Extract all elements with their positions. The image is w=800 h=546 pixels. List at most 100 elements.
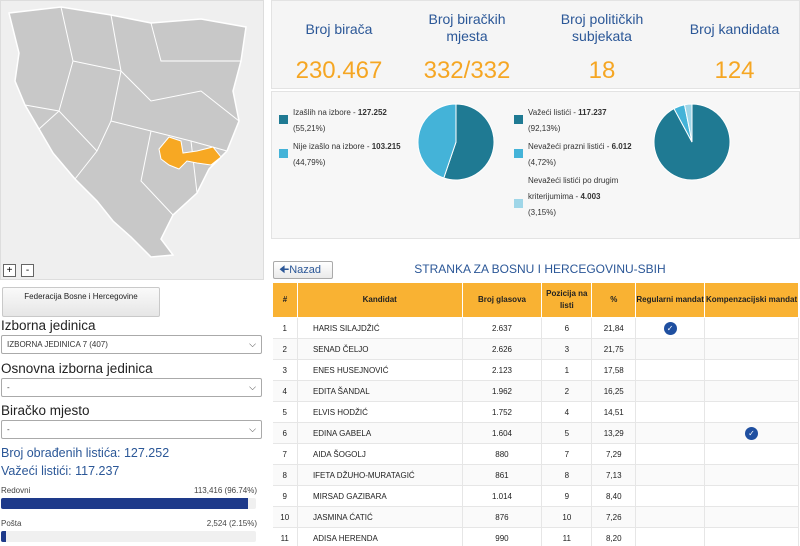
redovni-value: 113,416 (96.74%) <box>193 486 257 495</box>
row-name: ADISA HERENDA <box>297 527 463 546</box>
charts-panel: Izašlih na izbore - 127.252 (55,21%) Nije… <box>271 91 800 239</box>
posta-progress-fill <box>1 531 7 542</box>
osnovna-value: - <box>7 383 10 392</box>
zoom-in-button[interactable]: + <box>3 264 16 277</box>
col-pozicija[interactable]: Pozicija na listi <box>541 282 593 318</box>
vazeci-count: Važeći listići: 117.237 <box>1 464 120 478</box>
row-kompenzacijski <box>704 317 799 339</box>
table-row[interactable]: 6 EDINA GABELA 1.604 5 13,29 ✓ <box>272 422 799 444</box>
row-num: 3 <box>272 359 298 381</box>
table-row[interactable]: 3 ENES HUSEJNOVIĆ 2.123 1 17,58 <box>272 359 799 381</box>
row-name: ELVIS HODŽIĆ <box>297 401 463 423</box>
row-regularni <box>635 464 706 486</box>
back-label: Nazad <box>289 264 322 276</box>
table-row[interactable]: 5 ELVIS HODŽIĆ 1.752 4 14,51 <box>272 401 799 423</box>
row-regularni <box>635 485 706 507</box>
checkmark-icon: ✓ <box>663 321 677 335</box>
row-position: 6 <box>541 317 593 339</box>
izborna-jedinica-select[interactable]: IZBORNA JEDINICA 7 (407) ⌵ <box>1 335 262 354</box>
col-pct[interactable]: % <box>591 282 637 318</box>
posta-bar-label: Pošta 2,524 (2.15%) <box>1 519 262 528</box>
redovni-progress <box>1 498 256 509</box>
legend-pct: (3,15%) <box>528 208 557 217</box>
row-kompenzacijski <box>704 338 799 360</box>
chevron-down-icon: ⌵ <box>249 382 256 392</box>
table-row[interactable]: 11 ADISA HERENDA 990 11 8,20 <box>272 527 799 546</box>
country-shape <box>8 6 247 258</box>
col-regularni[interactable]: Regularni mandat <box>635 282 706 318</box>
stat-biracka-mjesta: Broj biračkih mjesta 332/332 <box>412 11 522 85</box>
chevron-down-icon: ⌵ <box>249 424 256 434</box>
row-regularni <box>635 359 706 381</box>
row-votes: 2.637 <box>462 317 543 339</box>
row-position: 5 <box>541 422 593 444</box>
row-num: 4 <box>272 380 298 402</box>
back-button[interactable]: 🠈Nazad <box>273 261 333 279</box>
row-position: 7 <box>541 443 593 465</box>
row-regularni: ✓ <box>635 317 706 339</box>
osnovna-izborna-jedinica-select[interactable]: - ⌵ <box>1 378 262 397</box>
table-row[interactable]: 9 MIRSAD GAZIBARA 1.014 9 8,40 <box>272 485 799 507</box>
map[interactable]: + - <box>0 0 264 280</box>
legend-swatch <box>514 115 523 124</box>
highlighted-region <box>158 136 222 170</box>
entity-button[interactable]: Federacija Bosne i Hercegovine <box>2 287 160 317</box>
left-panel: + - Federacija Bosne i Hercegovine Izbor… <box>0 0 265 546</box>
col-kompenzacijski[interactable]: Kompenzacijski mandat <box>704 282 799 318</box>
row-kompenzacijski <box>704 359 799 381</box>
biracko-mjesto-select[interactable]: - ⌵ <box>1 420 262 439</box>
row-name: HARIS SILAJDŽIĆ <box>297 317 463 339</box>
izborna-jedinica-label: Izborna jedinica <box>1 318 96 333</box>
row-position: 1 <box>541 359 593 381</box>
row-position: 8 <box>541 464 593 486</box>
col-kandidat[interactable]: Kandidat <box>296 282 463 318</box>
table-row[interactable]: 4 EDITA ŠANDAL 1.962 2 16,25 <box>272 380 799 402</box>
party-title: STRANKA ZA BOSNU I HERCEGOVINU-SBIH <box>414 262 666 276</box>
table-row[interactable]: 7 AIDA ŠOGOLJ 880 7 7,29 <box>272 443 799 465</box>
row-position: 2 <box>541 380 593 402</box>
row-num: 9 <box>272 485 298 507</box>
biracko-mjesto-label: Biračko mjesto <box>1 403 90 418</box>
table-row[interactable]: 1 HARIS SILAJDŽIĆ 2.637 6 21,84 ✓ <box>272 317 799 339</box>
table-row[interactable]: 8 IFETA DŽUHO-MURATAGIĆ 861 8 7,13 <box>272 464 799 486</box>
legend-item: Izašlih na izbore - 127.252 (55,21%) <box>279 105 409 137</box>
redovni-bar-label: Redovni 113,416 (96.74%) <box>1 486 262 495</box>
results-table: # Kandidat Broj glasova Pozicija na list… <box>272 282 799 546</box>
stat-politicki-subjekti: Broj političkih subjekata 18 <box>547 11 657 85</box>
row-pct: 7,13 <box>591 464 637 486</box>
row-votes: 1.962 <box>462 380 543 402</box>
legend-label: kriterijumima - <box>528 192 581 201</box>
legend-value: 6.012 <box>611 142 632 151</box>
row-votes: 2.123 <box>462 359 543 381</box>
row-regularni <box>635 338 706 360</box>
turnout-legend: Izašlih na izbore - 127.252 (55,21%) Nije… <box>279 105 409 171</box>
row-name: EDITA ŠANDAL <box>297 380 463 402</box>
table-row[interactable]: 2 SENAD ČELJO 2.626 3 21,75 <box>272 338 799 360</box>
legend-value: 127.252 <box>357 108 387 117</box>
row-pct: 14,51 <box>591 401 637 423</box>
legend-label: Nevažeći prazni listići - <box>528 142 612 151</box>
legend-label: Nije izašlo na izbore - <box>293 142 372 151</box>
row-num: 6 <box>272 422 298 444</box>
col-num[interactable]: # <box>272 282 298 318</box>
checkmark-icon: ✓ <box>745 426 759 440</box>
table-row[interactable]: 10 JASMINA ĆATIĆ 876 10 7,26 <box>272 506 799 528</box>
biracko-value: - <box>7 425 10 434</box>
row-pct: 8,20 <box>591 527 637 546</box>
col-glasovi[interactable]: Broj glasova <box>461 282 543 318</box>
row-pct: 16,25 <box>591 380 637 402</box>
row-pct: 21,84 <box>591 317 637 339</box>
legend-value: 103.215 <box>371 142 401 151</box>
row-name: AIDA ŠOGOLJ <box>297 443 463 465</box>
row-regularni <box>635 401 706 423</box>
results-body: 1 HARIS SILAJDŽIĆ 2.637 6 21,84 ✓ 2 SENAD ČELJO… <box>272 317 799 546</box>
row-votes: 1.604 <box>462 422 543 444</box>
row-votes: 876 <box>462 506 543 528</box>
stat-value: 124 <box>714 57 755 84</box>
zoom-out-button[interactable]: - <box>21 264 34 277</box>
row-num: 11 <box>272 527 298 546</box>
pie-slice <box>417 103 457 179</box>
row-kompenzacijski <box>704 485 799 507</box>
row-pct: 7,26 <box>591 506 637 528</box>
row-kompenzacijski <box>704 401 799 423</box>
